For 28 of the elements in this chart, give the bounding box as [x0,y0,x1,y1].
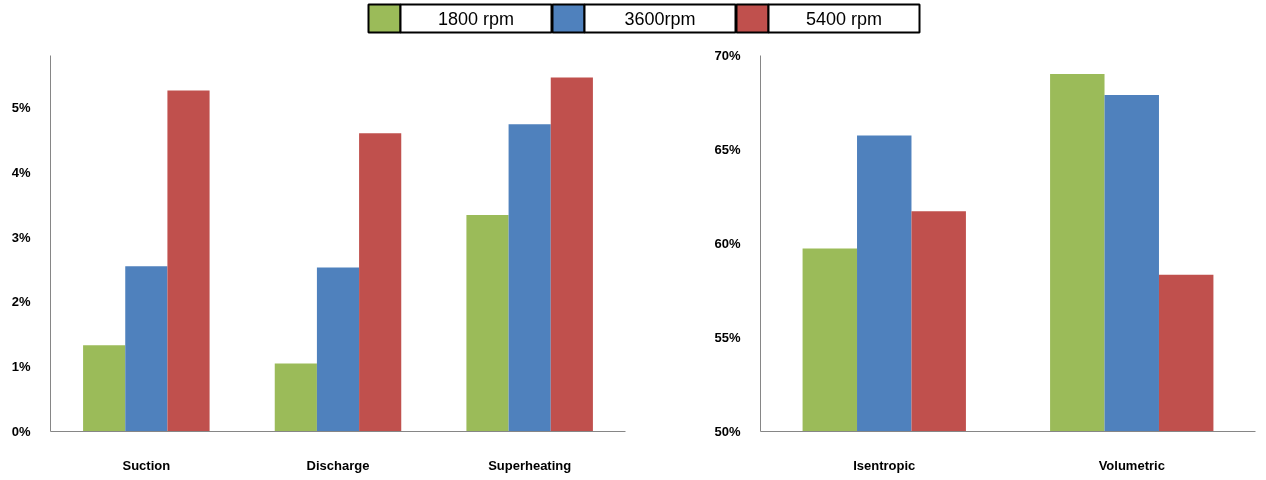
x-tick-label: Discharge [306,457,370,473]
legend-label: 5400 rpm [805,8,883,29]
bar [316,267,360,432]
y-tick-label: 5% [11,99,31,115]
bar [359,133,402,432]
y-tick-label: 55% [714,330,741,345]
y-tick-label: 60% [714,236,741,251]
bar [167,90,210,432]
bar [508,124,551,432]
y-tick-label: 3% [11,229,31,245]
y-tick-label: 1% [11,359,31,375]
legend-label: 3600rpm [624,8,696,29]
y-tick-label: 70% [714,48,741,63]
y-tick-label: 2% [11,294,31,310]
legend-label: 1800 rpm [437,8,515,29]
y-tick-label: 0% [11,424,31,439]
x-tick-label: Suction [122,457,171,473]
x-tick-label: Superheating [488,457,572,473]
y-tick-label: 50% [714,424,741,439]
x-tick-label: Isentropic [853,457,916,473]
x-tick-label: Volumetric [1098,457,1165,473]
bar [83,345,126,432]
bar [466,214,509,432]
bar [550,77,593,432]
y-tick-label: 65% [714,142,741,157]
y-tick-label: 4% [11,164,31,180]
bar [274,363,317,432]
bar [125,266,168,432]
